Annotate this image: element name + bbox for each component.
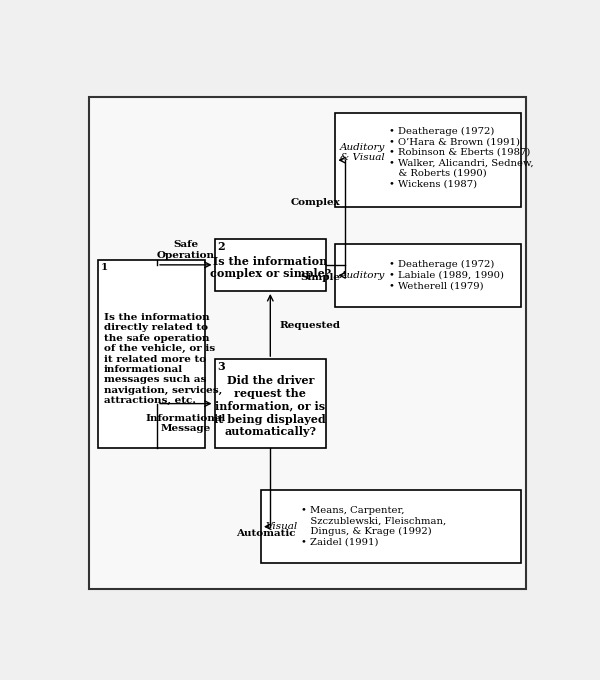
Text: Simple: Simple: [300, 273, 340, 282]
Text: Complex: Complex: [290, 199, 340, 207]
Bar: [215, 359, 326, 448]
Text: Auditory
& Visual: Auditory & Visual: [340, 143, 385, 162]
Text: Visual: Visual: [266, 522, 298, 531]
Bar: [261, 490, 521, 563]
Text: 1: 1: [101, 262, 108, 272]
Bar: [215, 239, 326, 291]
Text: 2: 2: [217, 241, 225, 252]
Text: Requested: Requested: [280, 320, 341, 330]
Bar: [335, 244, 521, 307]
Text: Did the driver
request the
information, or is
it being displayed
automatically?: Did the driver request the information, …: [214, 375, 326, 437]
Text: Automatic: Automatic: [236, 529, 295, 539]
Text: • Means, Carpenter,
   Szczublewski, Fleischman,
   Dingus, & Krage (1992)
• Zai: • Means, Carpenter, Szczublewski, Fleisc…: [301, 507, 446, 547]
Text: Auditory: Auditory: [340, 271, 385, 280]
Bar: [335, 113, 521, 207]
Text: • Deatherage (1972)
• Labiale (1989, 1990)
• Wetherell (1979): • Deatherage (1972) • Labiale (1989, 199…: [389, 260, 504, 290]
Text: • Deatherage (1972)
• O’Hara & Brown (1991)
• Robinson & Eberts (1987)
• Walker,: • Deatherage (1972) • O’Hara & Brown (19…: [389, 127, 533, 188]
Text: 3: 3: [217, 361, 225, 372]
Text: Is the information
complex or simple?: Is the information complex or simple?: [209, 256, 331, 279]
Bar: [98, 260, 205, 448]
Text: Is the information
directly related to
the safe operation
of the vehicle, or is
: Is the information directly related to t…: [104, 313, 222, 405]
Text: Safe
Operation: Safe Operation: [157, 240, 215, 260]
Text: Informational
Message: Informational Message: [146, 414, 226, 433]
